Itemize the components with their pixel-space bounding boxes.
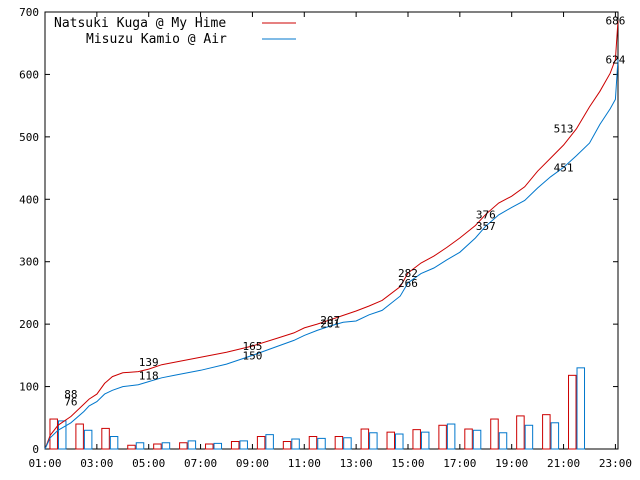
hourly-bar-1 xyxy=(472,429,482,450)
hourly-bar-1 xyxy=(83,429,93,450)
x-tick-label: 11:00 xyxy=(288,457,321,470)
hourly-bar-1 xyxy=(524,424,534,450)
x-tick-label: 17:00 xyxy=(443,457,476,470)
data-label-0: 207 xyxy=(320,314,340,327)
hourly-bar-1 xyxy=(135,442,145,450)
hourly-bar-1 xyxy=(109,436,119,450)
hourly-bar-0 xyxy=(230,441,240,450)
x-tick-label: 05:00 xyxy=(132,457,165,470)
hourly-bar-0 xyxy=(412,429,421,450)
hourly-bar-0 xyxy=(464,428,473,450)
hourly-bar-0 xyxy=(127,444,136,450)
hourly-bars xyxy=(49,367,586,450)
hourly-bar-0 xyxy=(542,414,551,450)
hourly-bar-1 xyxy=(576,367,586,450)
x-tick-label: 23:00 xyxy=(599,457,632,470)
hourly-bar-0 xyxy=(516,415,525,450)
hourly-bar-1 xyxy=(265,434,274,450)
legend-label-0: Natsuki Kuga @ My Hime xyxy=(54,16,226,31)
data-label-1: 357 xyxy=(476,220,496,233)
hourly-bar-1 xyxy=(161,442,171,450)
legend: Natsuki Kuga @ My Hime Misuzu Kamio @ Ai… xyxy=(54,16,296,47)
data-label-1: 624 xyxy=(605,53,625,66)
hourly-bar-0 xyxy=(438,424,447,450)
hourly-bar-1 xyxy=(187,440,197,450)
data-label-1: 118 xyxy=(139,369,159,382)
data-label-0: 686 xyxy=(605,15,625,28)
hourly-bar-0 xyxy=(282,441,292,450)
series-line-0 xyxy=(44,20,619,450)
data-label-0: 282 xyxy=(398,267,418,280)
legend-label-1: Misuzu Kamio @ Air xyxy=(86,32,227,47)
hourly-bar-1 xyxy=(239,440,248,450)
data-label-0: 165 xyxy=(242,340,262,353)
hourly-bar-0 xyxy=(75,423,84,450)
data-label-0: 139 xyxy=(139,356,159,369)
axes: 0 100 200 300 400 500 600 700 01:00 03:00 05:00 07:… xyxy=(19,6,632,470)
y-tick-label: 200 xyxy=(19,318,39,331)
hourly-bar-1 xyxy=(343,437,352,450)
y-tick-label: 400 xyxy=(19,193,39,206)
data-label-0: 513 xyxy=(554,123,574,136)
y-tick-label: 500 xyxy=(19,131,39,144)
data-label-1: 76 xyxy=(64,396,77,409)
hourly-bar-0 xyxy=(386,431,396,450)
data-label-1: 451 xyxy=(554,161,574,174)
hourly-bar-1 xyxy=(291,438,300,450)
x-tick-label: 19:00 xyxy=(495,457,528,470)
hourly-bar-0 xyxy=(153,443,162,450)
hourly-bar-0 xyxy=(568,374,577,450)
y-tick-label: 600 xyxy=(19,68,39,81)
y-tick-label: 700 xyxy=(19,6,39,19)
hourly-bar-0 xyxy=(360,428,370,450)
data-label-1: 150 xyxy=(242,349,262,362)
data-label-0: 376 xyxy=(476,208,496,221)
data-label-1: 201 xyxy=(320,318,340,331)
hourly-bar-0 xyxy=(49,418,58,450)
hourly-bar-1 xyxy=(420,431,430,450)
hourly-bar-1 xyxy=(213,442,223,450)
data-label-0: 88 xyxy=(64,388,77,401)
x-tick-label: 13:00 xyxy=(340,457,373,470)
data-label-1: 266 xyxy=(398,277,418,290)
hourly-bar-0 xyxy=(179,442,188,450)
hourly-bar-1 xyxy=(57,420,67,450)
series-line-1 xyxy=(44,59,619,450)
y-tick-label: 100 xyxy=(19,381,39,394)
hourly-bar-1 xyxy=(395,433,404,450)
hourly-bar-1 xyxy=(498,432,508,450)
y-tick-label: 300 xyxy=(19,256,39,269)
plot-frame xyxy=(44,11,619,450)
data-labels: 88 139 165 207 282 376 513 686 76 118 150 201 266 357… xyxy=(64,15,625,409)
hourly-bar-0 xyxy=(334,436,344,450)
y-tick-label: 0 xyxy=(32,443,39,456)
x-tick-label: 09:00 xyxy=(236,457,269,470)
hourly-bar-1 xyxy=(369,432,378,450)
x-tick-label: 15:00 xyxy=(391,457,424,470)
x-tick-label: 03:00 xyxy=(80,457,113,470)
x-tick-label: 07:00 xyxy=(184,457,217,470)
hourly-bar-0 xyxy=(490,418,499,450)
hourly-bar-1 xyxy=(446,423,456,450)
hourly-bar-0 xyxy=(256,436,266,450)
x-tick-label: 21:00 xyxy=(547,457,580,470)
hourly-bar-1 xyxy=(550,422,560,450)
hourly-bar-0 xyxy=(205,443,214,450)
cumulative-lines xyxy=(44,20,619,450)
hourly-bar-0 xyxy=(101,427,110,450)
hourly-bar-1 xyxy=(317,437,326,450)
hourly-bar-0 xyxy=(308,436,318,450)
x-tick-label: 01:00 xyxy=(28,457,61,470)
